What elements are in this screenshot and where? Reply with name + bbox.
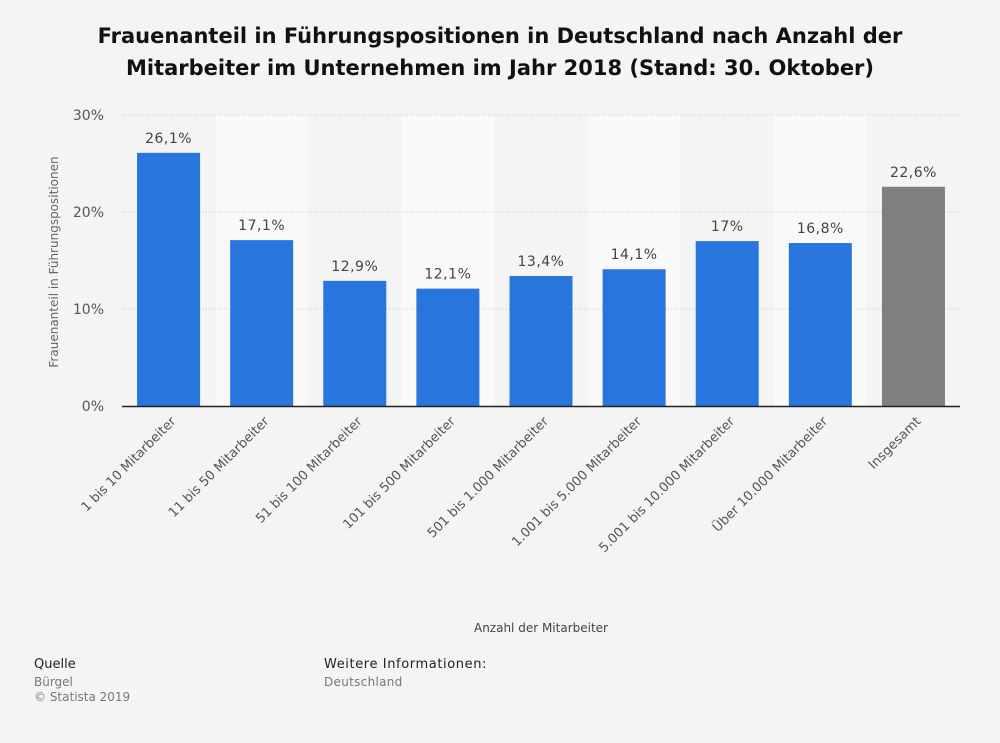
bar-value-label: 17% bbox=[711, 219, 744, 235]
x-tick-label: Insgesamt bbox=[866, 414, 924, 472]
bar-value-label: 12,9% bbox=[331, 259, 378, 275]
info-value: Deutschland bbox=[324, 675, 403, 689]
bar bbox=[323, 280, 387, 406]
y-axis-label: Frauenanteil in Führungspositionen bbox=[47, 156, 61, 367]
y-tick-label: 20% bbox=[73, 205, 104, 221]
x-tick-label: 51 bis 100 Mitarbeiter bbox=[253, 414, 366, 527]
bar-value-label: 17,1% bbox=[238, 218, 285, 234]
bar bbox=[230, 240, 294, 406]
y-tick-label: 10% bbox=[73, 302, 104, 318]
bar bbox=[695, 241, 759, 406]
y-axis-ticks: 0% 10% 20% 30% bbox=[73, 108, 104, 415]
source-value: Bürgel bbox=[34, 675, 73, 689]
value-labels: 26,1% 17,1% 12,9% 12,1% 13,4% 14,1% 17% 16,8% 22… bbox=[145, 131, 937, 283]
bar bbox=[137, 152, 201, 406]
bar-value-label: 16,8% bbox=[797, 221, 844, 237]
copyright: © Statista 2019 bbox=[34, 690, 131, 704]
bar-value-label: 12,1% bbox=[424, 267, 471, 283]
bar-value-label: 13,4% bbox=[518, 254, 565, 270]
bar bbox=[881, 186, 945, 406]
bar bbox=[602, 269, 666, 406]
y-tick-label: 0% bbox=[82, 399, 104, 415]
y-tick-label: 30% bbox=[73, 108, 104, 124]
bar-value-label: 14,1% bbox=[611, 247, 658, 263]
source-label: Quelle bbox=[34, 657, 76, 672]
bar-value-label: 26,1% bbox=[145, 131, 192, 147]
chart-title: Frauenanteil in Führungspositionen in De… bbox=[97, 24, 903, 80]
bar bbox=[788, 243, 852, 406]
bars bbox=[137, 152, 945, 406]
info-label: Weitere Informationen: bbox=[324, 657, 488, 672]
x-tick-label: 1 bis 10 Mitarbeiter bbox=[79, 414, 180, 515]
x-tick-label: 11 bis 50 Mitarbeiter bbox=[166, 414, 273, 521]
x-axis-label: Anzahl der Mitarbeiter bbox=[474, 621, 608, 635]
bar bbox=[416, 288, 480, 406]
bar bbox=[509, 276, 573, 406]
bar-value-label: 22,6% bbox=[890, 165, 937, 181]
